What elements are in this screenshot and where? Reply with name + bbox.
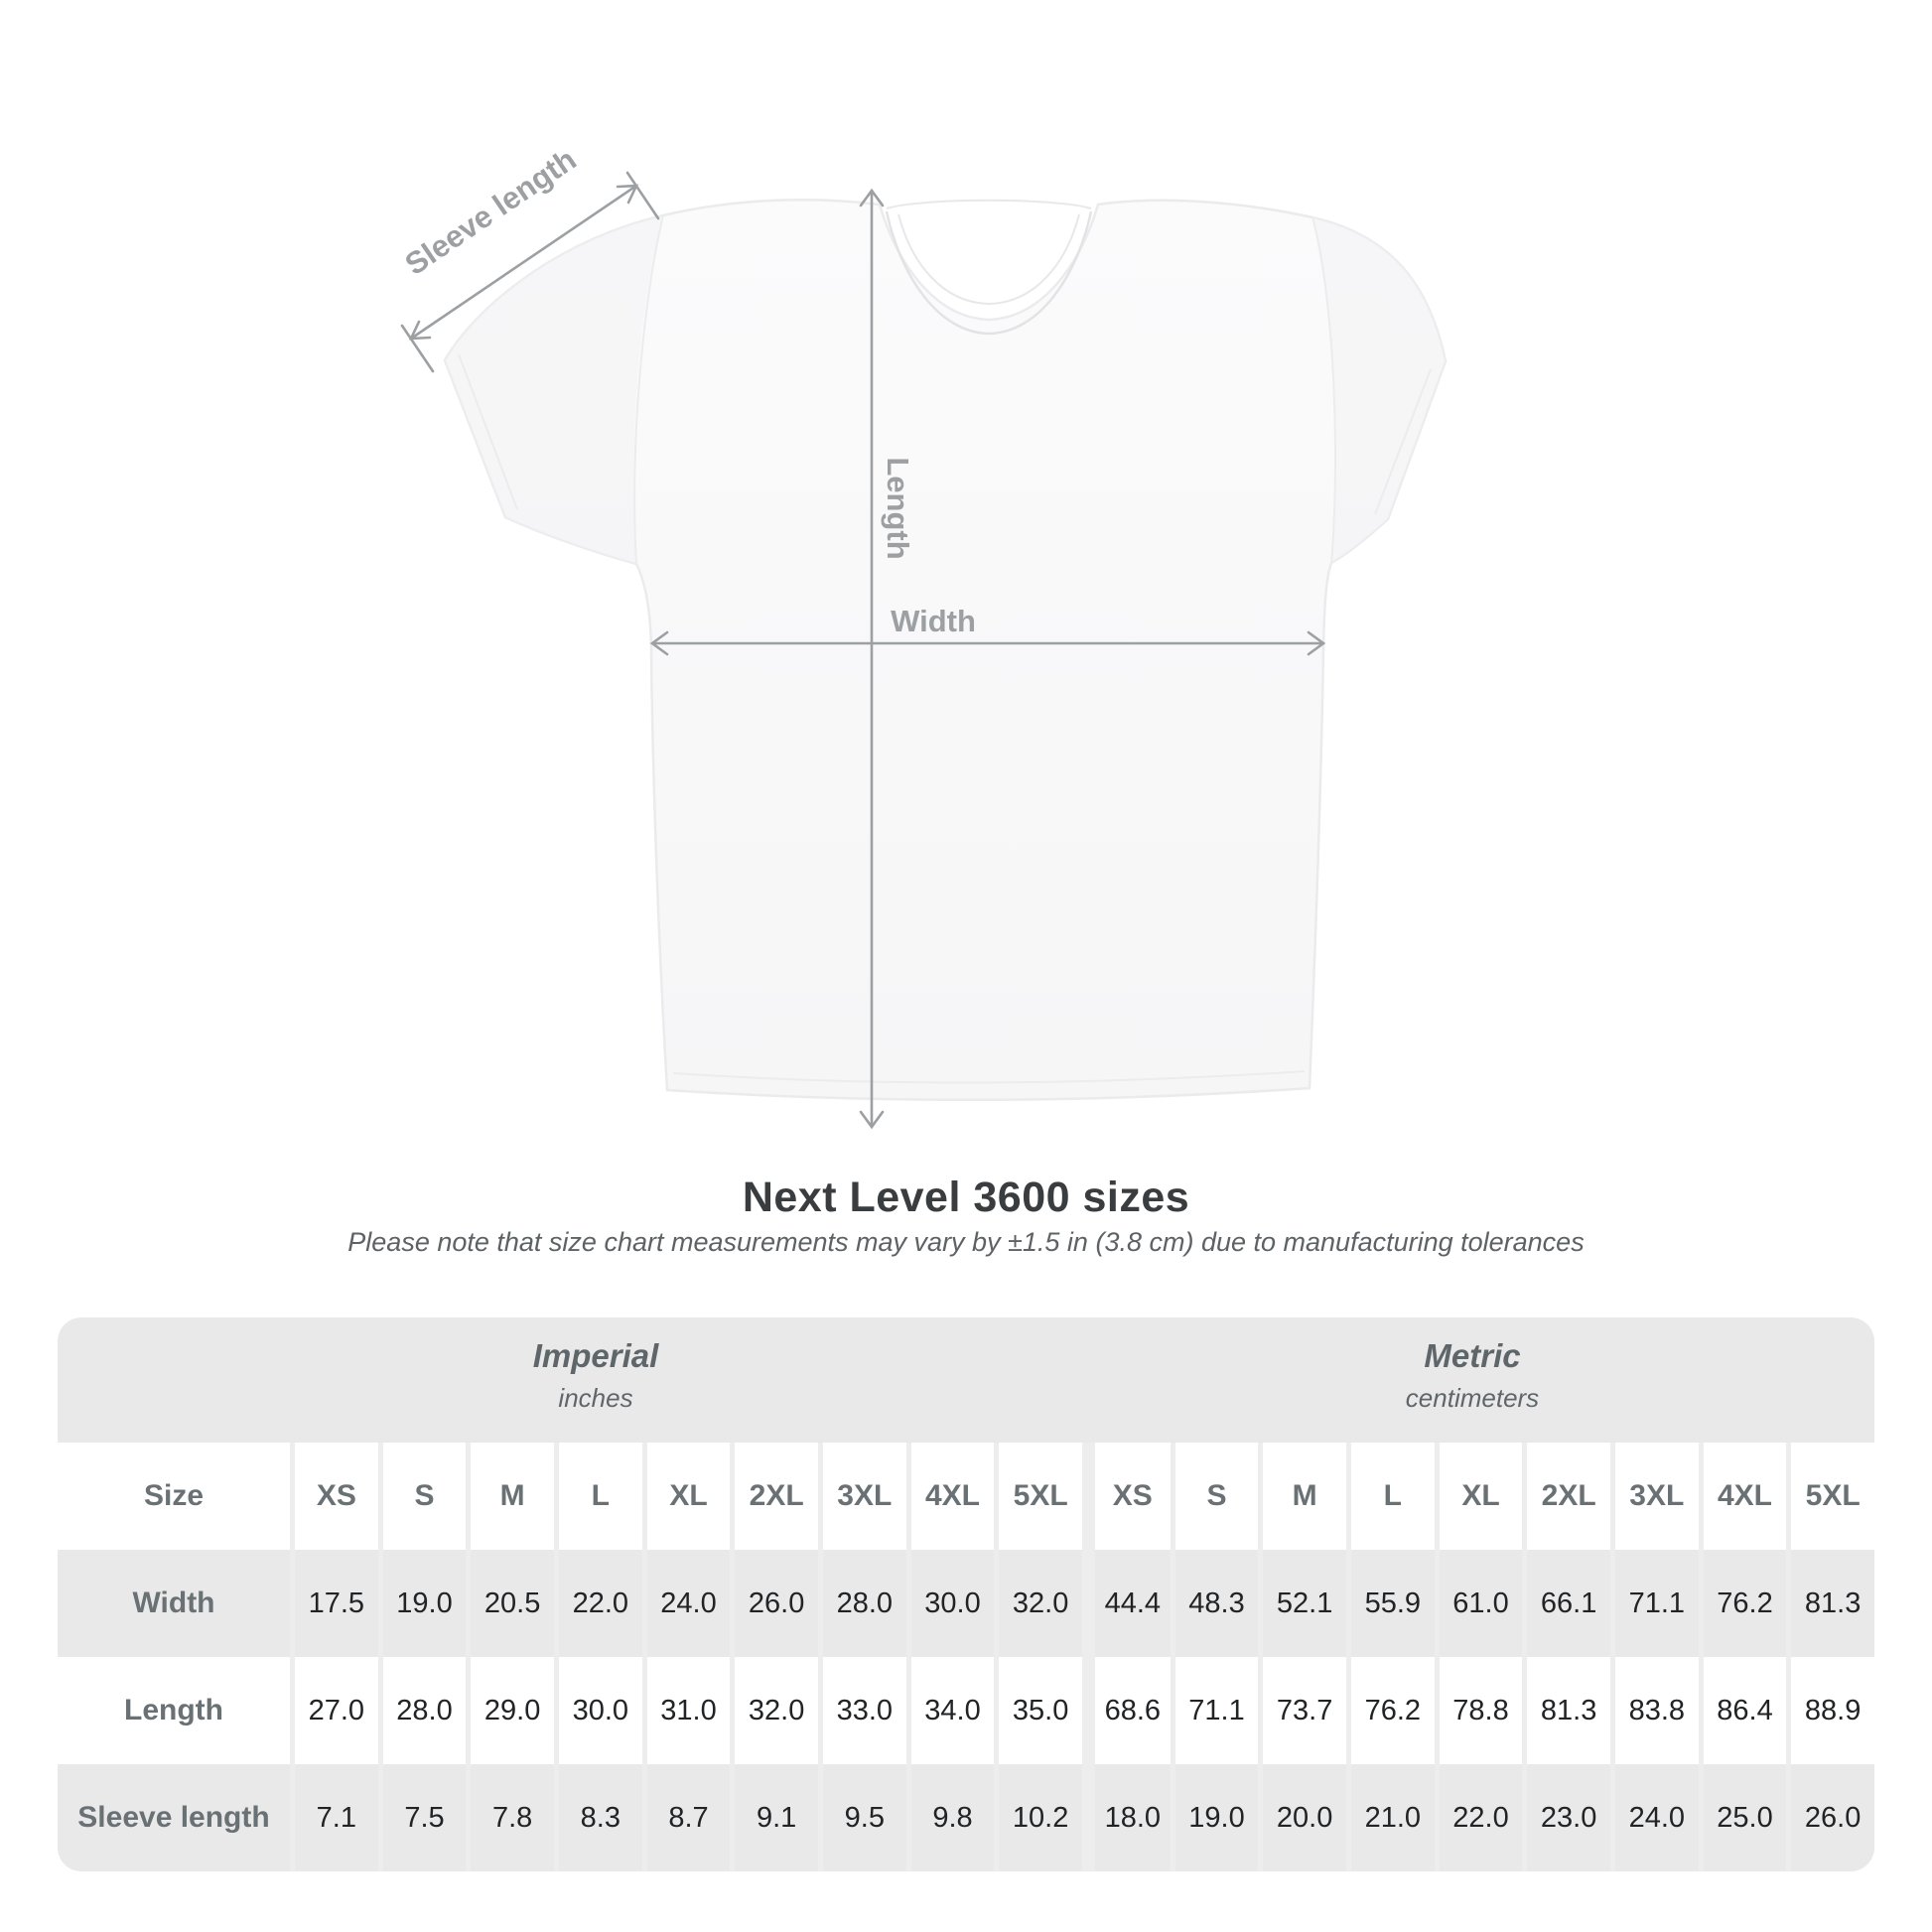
- value-imperial-length: 30.0: [553, 1657, 642, 1764]
- value-metric-length: 86.4: [1698, 1657, 1787, 1764]
- value-imperial-width: 19.0: [377, 1550, 467, 1657]
- value-metric-sleeve-length: 19.0: [1170, 1764, 1259, 1871]
- tshirt-measurement-diagram: Sleeve length Length Width: [399, 142, 1448, 1130]
- metric-section-header: Metric centimeters: [1406, 1317, 1539, 1443]
- value-metric-length: 68.6: [1081, 1657, 1171, 1764]
- column-header-imperial-xs: XS: [290, 1443, 378, 1550]
- value-metric-sleeve-length: 24.0: [1609, 1764, 1699, 1871]
- value-metric-width: 76.2: [1698, 1550, 1787, 1657]
- width-label: Width: [891, 604, 976, 638]
- value-imperial-sleeve-length: 8.3: [553, 1764, 642, 1871]
- value-metric-width: 44.4: [1081, 1550, 1171, 1657]
- table-corner-size: Size: [58, 1443, 290, 1550]
- value-imperial-sleeve-length: 8.7: [641, 1764, 731, 1871]
- column-header-imperial-s: S: [377, 1443, 467, 1550]
- value-metric-sleeve-length: 22.0: [1434, 1764, 1523, 1871]
- value-metric-width: 61.0: [1434, 1550, 1523, 1657]
- column-header-metric-2xl: 2XL: [1522, 1443, 1610, 1550]
- value-imperial-width: 26.0: [730, 1550, 818, 1657]
- column-header-imperial-l: L: [553, 1443, 642, 1550]
- imperial-section-title: Imperial: [532, 1337, 659, 1374]
- value-imperial-sleeve-length: 7.8: [466, 1764, 554, 1871]
- value-imperial-length: 35.0: [994, 1657, 1082, 1764]
- value-imperial-width: 22.0: [553, 1550, 642, 1657]
- column-header-metric-xs: XS: [1081, 1443, 1171, 1550]
- value-metric-length: 81.3: [1522, 1657, 1610, 1764]
- tshirt-illustration: Sleeve length Length Width: [399, 142, 1448, 1130]
- column-header-imperial-5xl: 5XL: [994, 1443, 1082, 1550]
- value-metric-width: 55.9: [1345, 1550, 1435, 1657]
- value-imperial-width: 17.5: [290, 1550, 378, 1657]
- value-imperial-length: 34.0: [905, 1657, 995, 1764]
- value-metric-sleeve-length: 18.0: [1081, 1764, 1171, 1871]
- value-metric-sleeve-length: 26.0: [1786, 1764, 1874, 1871]
- value-metric-length: 76.2: [1345, 1657, 1435, 1764]
- row-label-sleeve-length: Sleeve length: [77, 1801, 270, 1834]
- value-metric-length: 88.9: [1786, 1657, 1874, 1764]
- tolerance-note: Please note that size chart measurements…: [347, 1227, 1585, 1257]
- column-header-metric-s: S: [1170, 1443, 1259, 1550]
- value-imperial-sleeve-length: 9.5: [817, 1764, 906, 1871]
- page-title: Next Level 3600 sizes: [742, 1173, 1190, 1221]
- value-metric-width: 66.1: [1522, 1550, 1610, 1657]
- row-label-length: Length: [58, 1657, 290, 1764]
- value-metric-length: 73.7: [1258, 1657, 1346, 1764]
- value-imperial-width: 28.0: [817, 1550, 906, 1657]
- metric-section-title: Metric: [1424, 1337, 1521, 1374]
- value-imperial-length: 29.0: [466, 1657, 554, 1764]
- value-metric-sleeve-length: 25.0: [1698, 1764, 1787, 1871]
- value-metric-width: 48.3: [1170, 1550, 1259, 1657]
- value-metric-length: 83.8: [1609, 1657, 1699, 1764]
- value-imperial-sleeve-length: 7.5: [377, 1764, 467, 1871]
- value-imperial-sleeve-length: 7.1: [290, 1764, 378, 1871]
- value-metric-length: 71.1: [1170, 1657, 1259, 1764]
- column-header-metric-l: L: [1345, 1443, 1435, 1550]
- row-label-width: Width: [132, 1587, 215, 1619]
- column-header-imperial-xl: XL: [641, 1443, 731, 1550]
- column-header-metric-4xl: 4XL: [1698, 1443, 1787, 1550]
- value-imperial-sleeve-length: 9.8: [905, 1764, 995, 1871]
- column-header-metric-5xl: 5XL: [1786, 1443, 1874, 1550]
- column-header-imperial-2xl: 2XL: [730, 1443, 818, 1550]
- value-metric-length: 78.8: [1434, 1657, 1523, 1764]
- value-metric-sleeve-length: 23.0: [1522, 1764, 1610, 1871]
- column-header-imperial-m: M: [466, 1443, 554, 1550]
- value-imperial-length: 27.0: [290, 1657, 378, 1764]
- sleeve-length-arrow: [400, 171, 660, 373]
- width-arrow: [649, 630, 1326, 656]
- value-metric-sleeve-length: 20.0: [1258, 1764, 1346, 1871]
- value-imperial-length: 28.0: [377, 1657, 467, 1764]
- metric-section-unit: centimeters: [1405, 1383, 1540, 1413]
- value-metric-width: 71.1: [1609, 1550, 1699, 1657]
- value-imperial-width: 20.5: [466, 1550, 554, 1657]
- size-chart-table: Imperial inches Metric centimeters Size X…: [58, 1317, 1874, 1871]
- value-imperial-length: 33.0: [817, 1657, 906, 1764]
- value-imperial-width: 32.0: [994, 1550, 1082, 1657]
- column-header-imperial-4xl: 4XL: [905, 1443, 995, 1550]
- column-header-metric-m: M: [1258, 1443, 1346, 1550]
- value-imperial-width: 30.0: [905, 1550, 995, 1657]
- value-imperial-sleeve-length: 10.2: [994, 1764, 1082, 1871]
- imperial-section-header: Imperial inches: [533, 1317, 659, 1443]
- value-metric-sleeve-length: 21.0: [1345, 1764, 1435, 1871]
- column-header-metric-xl: XL: [1434, 1443, 1523, 1550]
- length-label: Length: [881, 457, 915, 559]
- measurement-arrows: [400, 171, 1326, 1130]
- length-arrow: [859, 188, 885, 1130]
- value-metric-width: 81.3: [1786, 1550, 1874, 1657]
- value-metric-width: 52.1: [1258, 1550, 1346, 1657]
- tshirt-shape: [443, 198, 1448, 1102]
- column-header-imperial-3xl: 3XL: [817, 1443, 906, 1550]
- value-imperial-length: 31.0: [641, 1657, 731, 1764]
- value-imperial-sleeve-length: 9.1: [730, 1764, 818, 1871]
- column-header-metric-3xl: 3XL: [1609, 1443, 1699, 1550]
- value-imperial-width: 24.0: [641, 1550, 731, 1657]
- value-imperial-length: 32.0: [730, 1657, 818, 1764]
- imperial-section-unit: inches: [558, 1383, 633, 1413]
- size-chart-grid: Size XS S M L XL 2XL 3XL 4XL 5XL XS S M L XL 2XL 3XL 4XL 5…: [58, 1443, 1874, 1871]
